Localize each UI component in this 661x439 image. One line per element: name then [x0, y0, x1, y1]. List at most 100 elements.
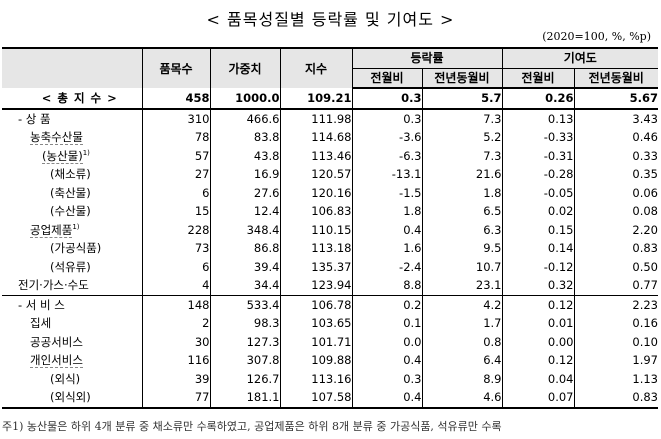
- cell-index: 114.68: [279, 128, 352, 147]
- cell-con-mom: 0.13: [501, 108, 574, 128]
- cell-con-mom: 0.01: [501, 314, 574, 333]
- row-label-text: 전기·가스·수도: [18, 278, 89, 293]
- cell-chg-mom: -6.3: [351, 146, 422, 165]
- cell-index: 109.88: [279, 351, 352, 370]
- cell-con-mom: 0.32: [501, 276, 574, 295]
- cell-chg-yoy: 23.1: [421, 276, 502, 295]
- cell-index: 106.83: [279, 202, 352, 221]
- cell-index: 120.57: [279, 165, 352, 184]
- cell-count: 78: [141, 128, 210, 147]
- cell-index: 113.46: [279, 146, 352, 165]
- header-count: 품목수: [141, 47, 210, 88]
- cell-chg-yoy: 1.7: [421, 314, 502, 333]
- cell-count: 310: [141, 108, 210, 128]
- cell-chg-yoy: 8.9: [421, 369, 502, 388]
- row-label-text: 공공서비스: [30, 334, 83, 349]
- footnote-marker: 1): [72, 222, 80, 231]
- cell-con-yoy: 0.35: [573, 165, 658, 184]
- row-label-text: (외식외): [50, 390, 91, 405]
- row-label: < 총 지 수 >: [2, 88, 142, 110]
- row-label: (축산물): [2, 184, 142, 203]
- cell-con-mom: 0.04: [501, 369, 574, 388]
- cell-weight: 127.3: [209, 332, 280, 351]
- header-change-group: 등락률: [351, 47, 502, 68]
- cell-chg-yoy: 0.8: [421, 332, 502, 351]
- header-change-mom: 전월비: [351, 67, 422, 89]
- cell-weight: 86.8: [209, 239, 280, 258]
- row-label: 공업제품1): [2, 221, 142, 240]
- cell-con-mom: -0.12: [501, 257, 574, 276]
- cell-con-yoy: 0.33: [573, 146, 658, 165]
- row-label: 공공서비스: [2, 333, 142, 352]
- total-row: < 총 지 수 > 458 1000.0 109.21 0.3 5.7 0.26 5.67: [2, 88, 658, 110]
- row-label: - 서 비 스: [2, 294, 142, 314]
- cell-chg-yoy: 10.7: [421, 257, 502, 276]
- cell-count: 30: [141, 332, 210, 351]
- cell-weight: 39.4: [209, 257, 280, 276]
- row-label-text: (석유류): [50, 259, 91, 274]
- cell-weight: 181.1: [209, 388, 280, 409]
- cell-con-yoy: 0.08: [573, 202, 658, 221]
- cell-weight: 34.4: [209, 276, 280, 295]
- cell-weight: 27.6: [209, 183, 280, 202]
- cell-chg-mom: 8.8: [351, 276, 422, 295]
- footnote-marker: 1): [82, 148, 90, 157]
- cell-con-mom: -0.05: [501, 183, 574, 202]
- cell-index: 135.37: [279, 257, 352, 276]
- header-item: [2, 47, 142, 88]
- table-row: (가공식품) 73 86.8 113.18 1.6 9.5 0.14 0.83: [2, 239, 658, 258]
- cell-con-mom: 0.12: [501, 351, 574, 370]
- cell-chg-yoy: 5.7: [421, 88, 502, 110]
- cell-con-yoy: 2.20: [573, 220, 658, 239]
- table-row: (외식외) 77 181.1 107.58 0.4 4.6 0.07 0.83: [2, 388, 658, 409]
- row-label: (가공식품): [2, 239, 142, 258]
- row-label: (석유류): [2, 258, 142, 277]
- cell-chg-yoy: 4.6: [421, 388, 502, 409]
- cell-con-yoy: 0.77: [573, 276, 658, 295]
- cell-con-mom: 0.02: [501, 202, 574, 221]
- cell-chg-mom: 1.6: [351, 239, 422, 258]
- row-label: (수산물): [2, 202, 142, 221]
- row-label: (외식외): [2, 388, 142, 409]
- table-row: 집세 2 98.3 103.65 0.1 1.7 0.01 0.16: [2, 314, 658, 333]
- cell-chg-yoy: 21.6: [421, 165, 502, 184]
- row-label-text: < 총 지 수 >: [41, 90, 118, 105]
- header-contribution-yoy: 전년동월비: [573, 67, 658, 89]
- row-label: 농축수산물: [2, 128, 142, 147]
- cell-con-yoy: 0.50: [573, 257, 658, 276]
- cell-index: 111.98: [279, 108, 352, 128]
- cell-count: 148: [141, 294, 210, 314]
- cell-index: 109.21: [279, 88, 352, 110]
- row-label-text: (가공식품): [50, 241, 102, 256]
- cell-con-mom: 0.12: [501, 294, 574, 314]
- cell-con-yoy: 0.46: [573, 128, 658, 147]
- cell-index: 123.94: [279, 276, 352, 295]
- cell-con-mom: -0.31: [501, 146, 574, 165]
- cell-weight: 83.8: [209, 128, 280, 147]
- row-label: (외식): [2, 370, 142, 389]
- cell-chg-mom: 0.1: [351, 314, 422, 333]
- cell-weight: 43.8: [209, 146, 280, 165]
- table-row: (석유류) 6 39.4 135.37 -2.4 10.7 -0.12 0.50: [2, 257, 658, 277]
- header-row-top: 품목수 가중치 지수 등락률 기여도: [2, 47, 658, 88]
- row-label-text: (채소류): [50, 167, 91, 182]
- table-title: < 품목성질별 등락률 및 기여도 >: [206, 10, 455, 29]
- cell-count: 458: [141, 88, 210, 110]
- cell-chg-yoy: 9.5: [421, 239, 502, 258]
- table-row: (농산물)1) 57 43.8 113.46 -6.3 7.3 -0.31 0.33: [2, 146, 658, 165]
- row-label: 전기·가스·수도: [2, 276, 142, 295]
- cell-chg-mom: -3.6: [351, 128, 422, 147]
- row-label-text: - 상 품: [18, 111, 51, 126]
- footnote: 주1) 농산물은 하위 4개 분류 중 채소류만 수록하였고, 공업제품은 하위…: [2, 420, 502, 433]
- table-row: (수산물) 15 12.4 106.83 1.8 6.5 0.02 0.08: [2, 202, 658, 221]
- cell-con-yoy: 0.10: [573, 332, 658, 351]
- header-weight: 가중치: [209, 47, 280, 88]
- cell-chg-mom: 0.4: [351, 388, 422, 409]
- cell-weight: 1000.0: [209, 88, 280, 110]
- cell-con-mom: 0.00: [501, 332, 574, 351]
- cell-count: 116: [141, 351, 210, 370]
- table-row: (외식) 39 126.7 113.16 0.3 8.9 0.04 1.13: [2, 369, 658, 389]
- cell-con-yoy: 1.13: [573, 369, 658, 388]
- cell-weight: 98.3: [209, 314, 280, 333]
- header-contribution-group: 기여도: [501, 47, 658, 68]
